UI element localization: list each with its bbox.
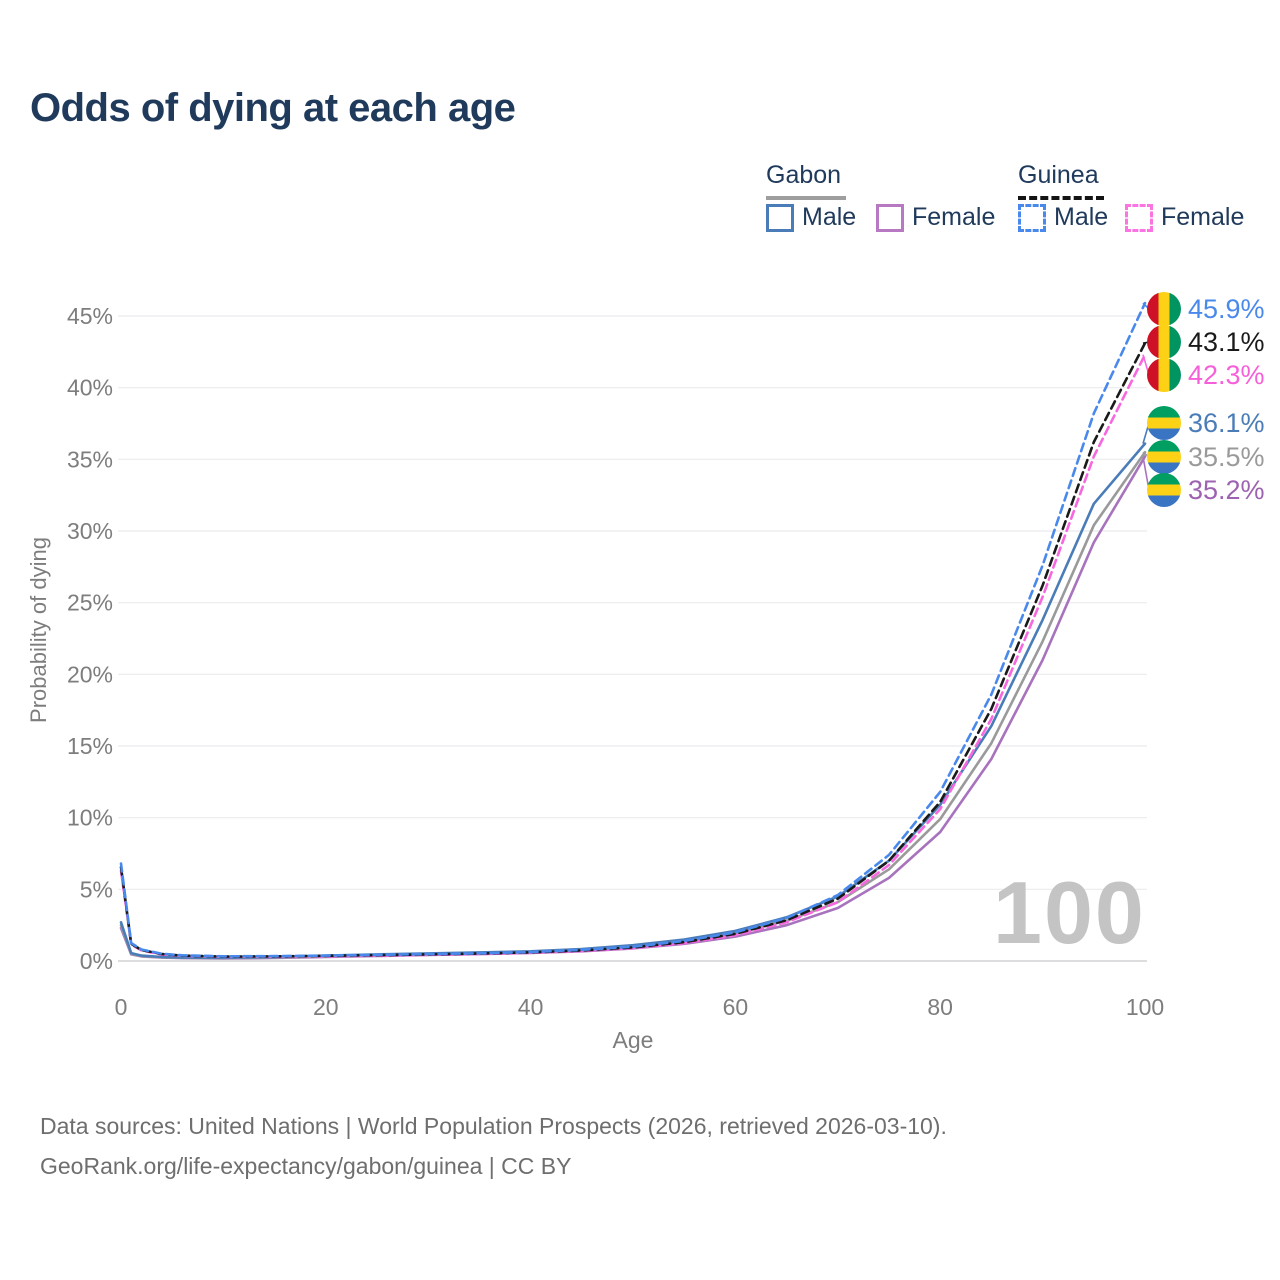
y-tick-label: 30% [67,518,113,544]
footer-attribution: GeoRank.org/life-expectancy/gabon/guinea… [40,1153,572,1179]
end-label-value: 35.5% [1188,441,1265,472]
gabon-female-swatch-icon [876,203,904,232]
page-title: Odds of dying at each age [30,86,516,130]
end-label-gabon-both: 35.5% [1147,440,1265,474]
legend-label: Male [802,203,857,231]
x-tick-label: 100 [1126,994,1164,1020]
x-tick-label: 20 [313,994,339,1020]
y-tick-label: 45% [67,303,113,329]
y-tick-label: 20% [67,661,113,687]
end-label-value: 36.1% [1188,407,1265,438]
y-tick-label: 35% [67,446,113,472]
legend-item-guinea-male[interactable]: Male [1018,203,1108,232]
series-line-guinea-both [119,341,1147,958]
y-tick-label: 10% [67,805,113,831]
x-axis-title: Age [613,1027,654,1053]
end-label-value: 42.3% [1188,359,1265,390]
guinea-flag-icon [1147,325,1181,359]
guinea-flag-icon [1147,292,1181,326]
legend-group-gabon-title: Gabon [766,161,842,189]
series-line-gabon-male [119,442,1147,960]
legend-guinea-line-sample [1018,196,1104,200]
gabon-flag-icon [1147,406,1181,440]
y-axis-title: Probability of dying [26,537,51,723]
legend-group-guinea-title: Guinea [1018,161,1099,189]
x-tick-label: 60 [723,994,749,1020]
x-tick-label: 40 [518,994,544,1020]
y-tick-label: 40% [67,375,113,401]
series-line-gabon-female [119,455,1147,960]
legend-item-guinea-female[interactable]: Female [1125,203,1244,232]
end-label-value: 45.9% [1188,293,1265,324]
series-line-guinea-female [119,353,1147,959]
watermark-age-100: 100 [993,863,1146,962]
guinea-flag-icon [1147,358,1181,392]
footer-data-sources: Data sources: United Nations | World Pop… [40,1113,947,1139]
end-label-guinea-male: 45.9% [1147,292,1265,326]
gabon-male-swatch-icon [766,203,794,232]
end-label-gabon-female: 35.2% [1147,473,1265,507]
y-tick-label: 15% [67,733,113,759]
end-label-guinea-female: 42.3% [1147,358,1265,392]
y-tick-label: 25% [67,590,113,616]
y-tick-label: 5% [80,876,113,902]
guinea-female-swatch-icon [1125,203,1153,232]
legend-label: Female [912,203,996,231]
end-label-guinea-both: 43.1% [1147,325,1265,359]
gabon-flag-icon [1147,473,1181,507]
legend-gabon-line-sample [766,196,846,200]
guinea-male-swatch-icon [1018,203,1046,232]
end-label-gabon-male: 36.1% [1147,406,1265,440]
legend-label: Female [1161,203,1245,231]
end-label-value: 35.2% [1188,474,1265,505]
legend-label: Male [1054,203,1109,231]
series-line-guinea-male [119,301,1147,958]
legend-item-gabon-female[interactable]: Female [876,203,995,232]
footer: Data sources: United Nations | World Pop… [40,1106,947,1186]
end-label-value: 43.1% [1188,326,1265,357]
x-tick-label: 0 [115,994,128,1020]
series-line-gabon-both [119,450,1147,960]
gabon-flag-icon [1147,440,1181,474]
y-tick-label: 0% [80,948,113,974]
legend-item-gabon-male[interactable]: Male [766,203,856,232]
x-tick-label: 80 [927,994,953,1020]
